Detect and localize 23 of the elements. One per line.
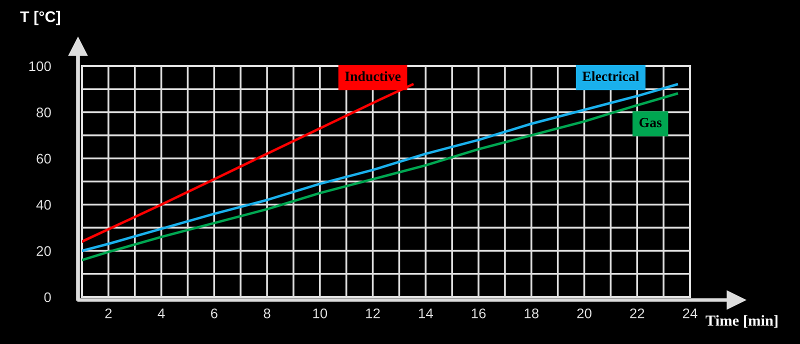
series-label: Gas: [639, 118, 662, 128]
x-tick-label: 10: [313, 308, 328, 318]
y-axis-title: T [°C]: [20, 10, 60, 26]
y-tick-label: 80: [36, 108, 51, 118]
x-tick-label: 22: [630, 308, 644, 318]
x-tick-label: 20: [577, 308, 592, 318]
x-tick-label: 18: [524, 308, 539, 318]
x-tick-label: 14: [418, 308, 433, 318]
y-tick-label: 0: [44, 292, 51, 302]
x-tick-label: 4: [158, 308, 165, 318]
x-tick-label: 12: [366, 308, 380, 318]
y-tick-label: 60: [36, 154, 51, 164]
x-tick-label: 16: [472, 308, 486, 318]
series-label: Electrical: [582, 71, 639, 82]
x-tick-label: 6: [211, 308, 218, 318]
x-tick-label: 24: [682, 308, 698, 318]
x-axis-title: Time [min]: [706, 315, 778, 328]
y-tick-label: 40: [36, 200, 51, 210]
x-tick-label: 8: [264, 308, 270, 318]
series-label: Inductive: [345, 71, 401, 82]
y-tick-label: 100: [29, 61, 51, 72]
x-tick-label: 2: [105, 308, 112, 318]
y-tick-label: 20: [36, 246, 51, 256]
